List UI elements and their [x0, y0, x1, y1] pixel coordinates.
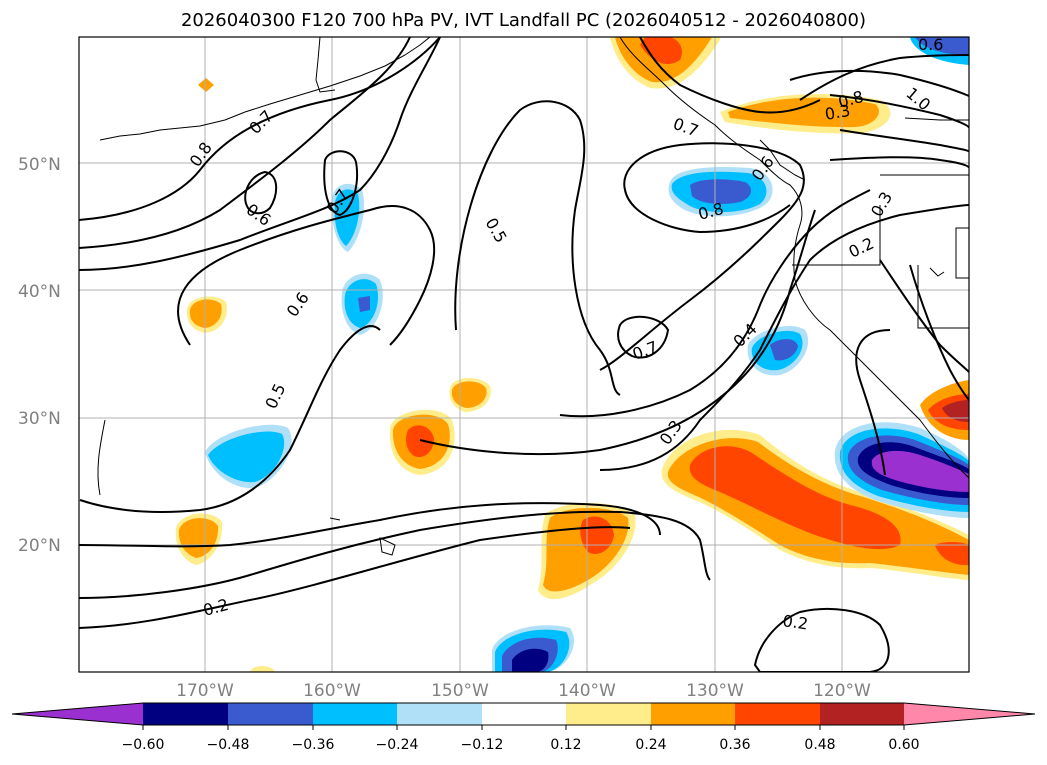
lon-label: 120°W — [813, 681, 871, 701]
colorbar-extend-high — [904, 703, 1035, 725]
colorbar-tick-label: −0.36 — [292, 737, 335, 753]
colorbar-tick-label: 0.36 — [719, 737, 750, 753]
colorbar-tick-label: 0.12 — [550, 737, 581, 753]
colorbar: −0.60 −0.48 −0.36 −0.24 −0.12 0.12 0.24 … — [11, 702, 1036, 753]
latitude-labels: 50°N 40°N 30°N 20°N — [18, 155, 61, 556]
contour-label: 0.6 — [918, 35, 943, 54]
lon-label: 140°W — [558, 681, 616, 701]
plot-title: 2026040300 F120 700 hPa PV, IVT Landfall… — [180, 10, 867, 31]
colorbar-bin — [566, 703, 651, 725]
lon-label: 170°W — [176, 681, 234, 701]
lat-label: 20°N — [18, 536, 61, 556]
colorbar-bin — [143, 703, 228, 725]
colorbar-bin — [735, 703, 820, 725]
contour-label: 0.3 — [823, 101, 851, 124]
graticule — [79, 37, 969, 672]
colorbar-tick-label: 0.48 — [804, 737, 835, 753]
lon-label: 130°W — [686, 681, 744, 701]
colorbar-tick-label: 0.60 — [888, 737, 919, 753]
shaded-anomalies — [175, 37, 969, 672]
colorbar-tick-label: −0.60 — [122, 737, 165, 753]
longitude-labels: 170°W 160°W 150°W 140°W 130°W 120°W — [176, 681, 871, 701]
colorbar-bin — [228, 703, 313, 725]
pv-contours — [79, 37, 969, 672]
colorbar-tick-label: −0.24 — [376, 737, 419, 753]
lat-label: 40°N — [18, 282, 61, 302]
lon-label: 160°W — [303, 681, 361, 701]
lon-label: 150°W — [431, 681, 489, 701]
colorbar-bin — [820, 703, 904, 725]
colorbar-tick-label: 0.24 — [635, 737, 666, 753]
colorbar-tick-label: −0.48 — [207, 737, 250, 753]
contour-label: 0.2 — [781, 611, 809, 633]
lat-label: 30°N — [18, 409, 61, 429]
colorbar-extend-low — [12, 703, 143, 725]
colorbar-bin — [482, 703, 566, 725]
colorbar-bin — [651, 703, 735, 725]
coastlines — [97, 37, 969, 556]
map-frame — [78, 36, 970, 673]
colorbar-tick-label: −0.12 — [461, 737, 504, 753]
colorbar-tickmarks — [142, 725, 905, 730]
colorbar-bin — [397, 703, 482, 725]
lat-label: 50°N — [18, 155, 61, 175]
colorbar-bin — [313, 703, 397, 725]
